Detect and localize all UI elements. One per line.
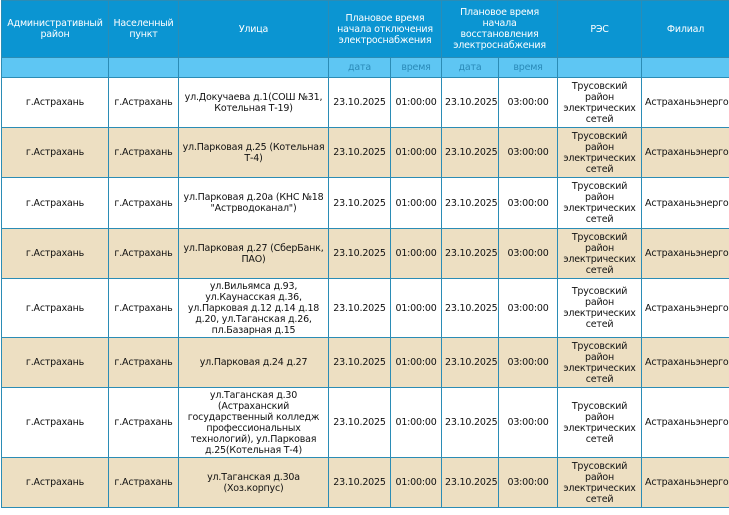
cell-street: ул.Таганская д.30 (Астраханский государс… xyxy=(178,387,329,458)
cell-locality: г.Астрахань xyxy=(108,457,179,508)
subheader-empty xyxy=(557,57,643,78)
subheader-empty xyxy=(178,57,329,78)
subheader-off-date: дата xyxy=(328,57,391,78)
cell-district: г.Астрахань xyxy=(1,177,109,229)
subheader-empty xyxy=(108,57,179,78)
cell-res: Трусовский район электрических сетей xyxy=(557,228,643,279)
cell-off-date: 23.10.2025 xyxy=(328,457,391,508)
cell-on-time: 03:00:00 xyxy=(498,177,559,229)
cell-on-date: 23.10.2025 xyxy=(441,337,500,388)
cell-locality: г.Астрахань xyxy=(108,337,179,388)
cell-street: ул.Таганская д.30а (Хоз.корпус) xyxy=(178,457,329,508)
table-row: г.Астрахань г.Астрахань ул.Вильямса д.93, … xyxy=(1,278,729,338)
table-row: г.Астрахань г.Астрахань ул.Таганская д.30а… xyxy=(1,457,729,508)
cell-on-date: 23.10.2025 xyxy=(441,278,500,338)
cell-res: Трусовский район электрических сетей xyxy=(557,177,643,229)
cell-on-date: 23.10.2025 xyxy=(441,77,500,128)
cell-on-time: 03:00:00 xyxy=(498,228,559,279)
cell-locality: г.Астрахань xyxy=(108,77,179,128)
table-row: г.Астрахань г.Астрахань ул.Докучаева д.1(С… xyxy=(1,77,729,128)
cell-on-time: 03:00:00 xyxy=(498,127,559,178)
subheader-empty xyxy=(1,57,109,78)
cell-district: г.Астрахань xyxy=(1,337,109,388)
cell-on-date: 23.10.2025 xyxy=(441,127,500,178)
cell-res: Трусовский район электрических сетей xyxy=(557,337,643,388)
cell-on-date: 23.10.2025 xyxy=(441,177,500,229)
cell-branch: Астраханьэнерго xyxy=(641,278,729,338)
table-row: г.Астрахань г.Астрахань ул.Таганская д.30 … xyxy=(1,387,729,458)
cell-branch: Астраханьэнерго xyxy=(641,387,729,458)
cell-district: г.Астрахань xyxy=(1,278,109,338)
header-outage-start: Плановое время начала отключения электро… xyxy=(327,0,443,58)
cell-locality: г.Астрахань xyxy=(108,387,179,458)
table-row: г.Астрахань г.Астрахань ул.Парковая д.20а … xyxy=(1,177,729,229)
cell-locality: г.Астрахань xyxy=(108,278,179,338)
subheader-empty xyxy=(641,57,729,78)
subheader-on-time: время xyxy=(498,57,559,78)
cell-street: ул.Докучаева д.1(СОШ №31, Котельная Т-19… xyxy=(178,77,329,128)
cell-district: г.Астрахань xyxy=(1,127,109,178)
cell-street: ул.Вильямса д.93, ул.Каунасская д.36, ул… xyxy=(178,278,329,338)
cell-off-time: 01:00:00 xyxy=(389,77,443,128)
subheader-off-time: время xyxy=(389,57,443,78)
cell-res: Трусовский район электрических сетей xyxy=(557,457,643,508)
cell-off-time: 01:00:00 xyxy=(389,228,443,279)
cell-off-date: 23.10.2025 xyxy=(328,127,391,178)
cell-on-time: 03:00:00 xyxy=(498,337,559,388)
header-district: Административный район xyxy=(1,0,109,58)
cell-branch: Астраханьэнерго xyxy=(641,127,729,178)
cell-street: ул.Парковая д.24 д.27 xyxy=(178,337,329,388)
cell-street: ул.Парковая д.25 (Котельная Т-4) xyxy=(178,127,329,178)
cell-off-date: 23.10.2025 xyxy=(328,337,391,388)
cell-on-date: 23.10.2025 xyxy=(441,228,500,279)
header-res: РЭС xyxy=(557,0,643,58)
table-row: г.Астрахань г.Астрахань ул.Парковая д.24 д… xyxy=(1,337,729,388)
cell-branch: Астраханьэнерго xyxy=(641,177,729,229)
cell-branch: Астраханьэнерго xyxy=(641,228,729,279)
cell-on-time: 03:00:00 xyxy=(498,77,559,128)
cell-district: г.Астрахань xyxy=(1,77,109,128)
cell-off-date: 23.10.2025 xyxy=(328,387,391,458)
subheader-on-date: дата xyxy=(441,57,500,78)
cell-off-time: 01:00:00 xyxy=(389,337,443,388)
cell-branch: Астраханьэнерго xyxy=(641,457,729,508)
cell-branch: Астраханьэнерго xyxy=(641,337,729,388)
cell-off-time: 01:00:00 xyxy=(389,387,443,458)
cell-res: Трусовский район электрических сетей xyxy=(557,387,643,458)
cell-off-time: 01:00:00 xyxy=(389,278,443,338)
cell-branch: Астраханьэнерго xyxy=(641,77,729,128)
cell-res: Трусовский район электрических сетей xyxy=(557,278,643,338)
cell-off-date: 23.10.2025 xyxy=(328,278,391,338)
cell-off-date: 23.10.2025 xyxy=(328,77,391,128)
cell-res: Трусовский район электрических сетей xyxy=(557,77,643,128)
cell-off-date: 23.10.2025 xyxy=(328,228,391,279)
cell-locality: г.Астрахань xyxy=(108,228,179,279)
table-row: г.Астрахань г.Астрахань ул.Парковая д.25 (… xyxy=(1,127,729,178)
cell-locality: г.Астрахань xyxy=(108,127,179,178)
header-locality: Населенный пункт xyxy=(108,0,179,58)
cell-locality: г.Астрахань xyxy=(108,177,179,229)
cell-street: ул.Парковая д.27 (СберБанк, ПАО) xyxy=(178,228,329,279)
header-restore-start: Плановое время начала восстановления эле… xyxy=(441,0,559,58)
cell-on-time: 03:00:00 xyxy=(498,278,559,338)
cell-district: г.Астрахань xyxy=(1,228,109,279)
cell-street: ул.Парковая д.20а (КНС №18 "Астрводокана… xyxy=(178,177,329,229)
cell-off-time: 01:00:00 xyxy=(389,457,443,508)
cell-res: Трусовский район электрических сетей xyxy=(557,127,643,178)
cell-district: г.Астрахань xyxy=(1,387,109,458)
cell-on-time: 03:00:00 xyxy=(498,457,559,508)
cell-on-date: 23.10.2025 xyxy=(441,457,500,508)
cell-on-time: 03:00:00 xyxy=(498,387,559,458)
cell-off-date: 23.10.2025 xyxy=(328,177,391,229)
header-street: Улица xyxy=(178,0,329,58)
table-row: г.Астрахань г.Астрахань ул.Парковая д.27 (… xyxy=(1,228,729,279)
cell-off-time: 01:00:00 xyxy=(389,127,443,178)
cell-on-date: 23.10.2025 xyxy=(441,387,500,458)
cell-off-time: 01:00:00 xyxy=(389,177,443,229)
header-branch: Филиал xyxy=(641,0,729,58)
cell-district: г.Астрахань xyxy=(1,457,109,508)
